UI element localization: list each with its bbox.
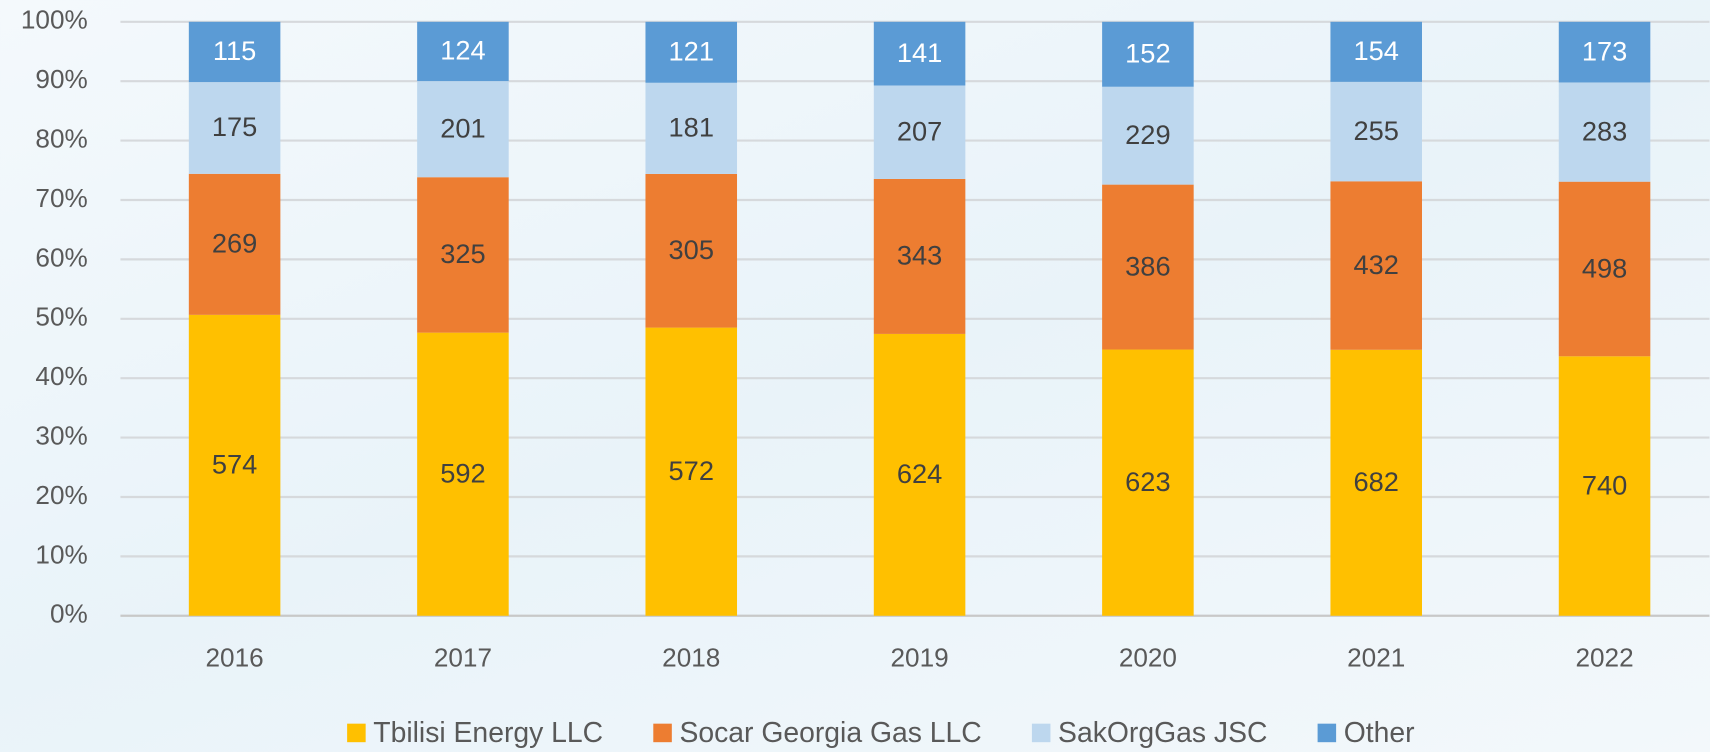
x-tick-label: 2017 [434,642,492,672]
x-tick-label: 2016 [206,642,264,672]
bar-segment [873,178,966,334]
bar-segment [417,21,509,82]
bar-segment [188,82,281,174]
data-label: 175 [212,111,257,142]
legend-label: Other [1344,717,1415,749]
data-label: 283 [1582,115,1627,146]
bar-segment [1102,86,1194,185]
grid: 0% 10% 20% 30% 40% 50% 60% 70% 80% 90% 100% [21,5,1710,629]
x-tick-label: 2022 [1575,642,1633,672]
bar-segment [1330,21,1422,82]
bar-segment [1558,21,1651,83]
y-tick-label: 20% [35,480,87,510]
bar-segment [645,21,738,83]
bar-segment [873,21,966,86]
x-tick-label: 2019 [890,642,948,672]
data-label: 305 [669,234,714,265]
bar-segment [1330,181,1422,350]
y-tick-label: 50% [35,302,87,332]
bar-segment [873,85,966,179]
x-tick-label: 2018 [662,642,720,672]
bars: 2016 574 269 175 115 2017 592 325 201 124 2018 572 3… [188,21,1651,672]
data-label: 154 [1353,35,1398,66]
data-label: 623 [1125,466,1170,497]
bar-segment [1102,184,1194,350]
y-tick-label: 40% [35,361,87,391]
data-label: 592 [440,458,485,489]
bar-segment [1558,181,1651,357]
y-tick-label: 70% [35,183,87,213]
data-label: 325 [440,238,485,269]
data-label: 574 [212,449,257,480]
y-tick-label: 60% [35,242,87,272]
data-label: 121 [669,36,714,67]
bar-segment [1330,349,1422,616]
bar-segment [188,21,281,83]
bar-segment [645,327,738,616]
data-label: 201 [440,112,485,143]
bar-segment [1102,21,1194,87]
data-label: 181 [669,112,714,143]
legend: Tbilisi Energy LLC Socar Georgia Gas LLC S… [347,717,1415,749]
bar-segment [188,173,281,315]
data-label: 207 [897,116,942,147]
bar-segment [417,332,509,616]
y-tick-label: 10% [35,539,87,569]
x-tick-label: 2021 [1347,642,1405,672]
data-label: 740 [1582,469,1627,500]
y-tick-label: 90% [35,64,87,94]
data-label: 124 [440,35,485,66]
legend-label: Socar Georgia Gas LLC [679,717,981,749]
x-tick-label: 2020 [1119,642,1177,672]
bar-segment [1558,82,1651,182]
bar-segment [417,81,509,178]
data-label: 386 [1125,250,1170,281]
data-label: 572 [669,455,714,486]
bar-segment [1330,81,1422,182]
y-tick-label: 30% [35,420,87,450]
legend-swatch [347,723,366,743]
y-tick-label: 80% [35,123,87,153]
data-label: 432 [1353,249,1398,280]
bar-segment [1102,349,1194,616]
data-label: 115 [213,35,256,66]
data-label: 152 [1125,38,1170,69]
legend-label: SakOrgGas JSC [1058,717,1267,749]
data-label: 141 [897,37,942,68]
legend-label: Tbilisi Energy LLC [373,717,603,749]
y-tick-label: 0% [50,599,88,629]
data-label: 173 [1582,35,1627,66]
data-label: 269 [212,228,257,259]
legend-swatch [1317,723,1337,743]
bar-segment [645,82,738,174]
bar-segment [188,314,281,616]
data-label: 498 [1582,252,1627,283]
data-label: 255 [1353,115,1398,146]
data-label: 624 [897,458,942,489]
y-tick-label: 100% [21,5,88,35]
legend-swatch [653,723,672,743]
bar-segment [645,173,738,328]
data-label: 682 [1353,466,1398,497]
data-label: 229 [1125,119,1170,150]
legend-swatch [1031,723,1051,743]
bar-segment [1558,356,1651,616]
bar-segment [873,333,966,616]
bar-segment [417,177,509,333]
data-label: 343 [897,240,942,271]
